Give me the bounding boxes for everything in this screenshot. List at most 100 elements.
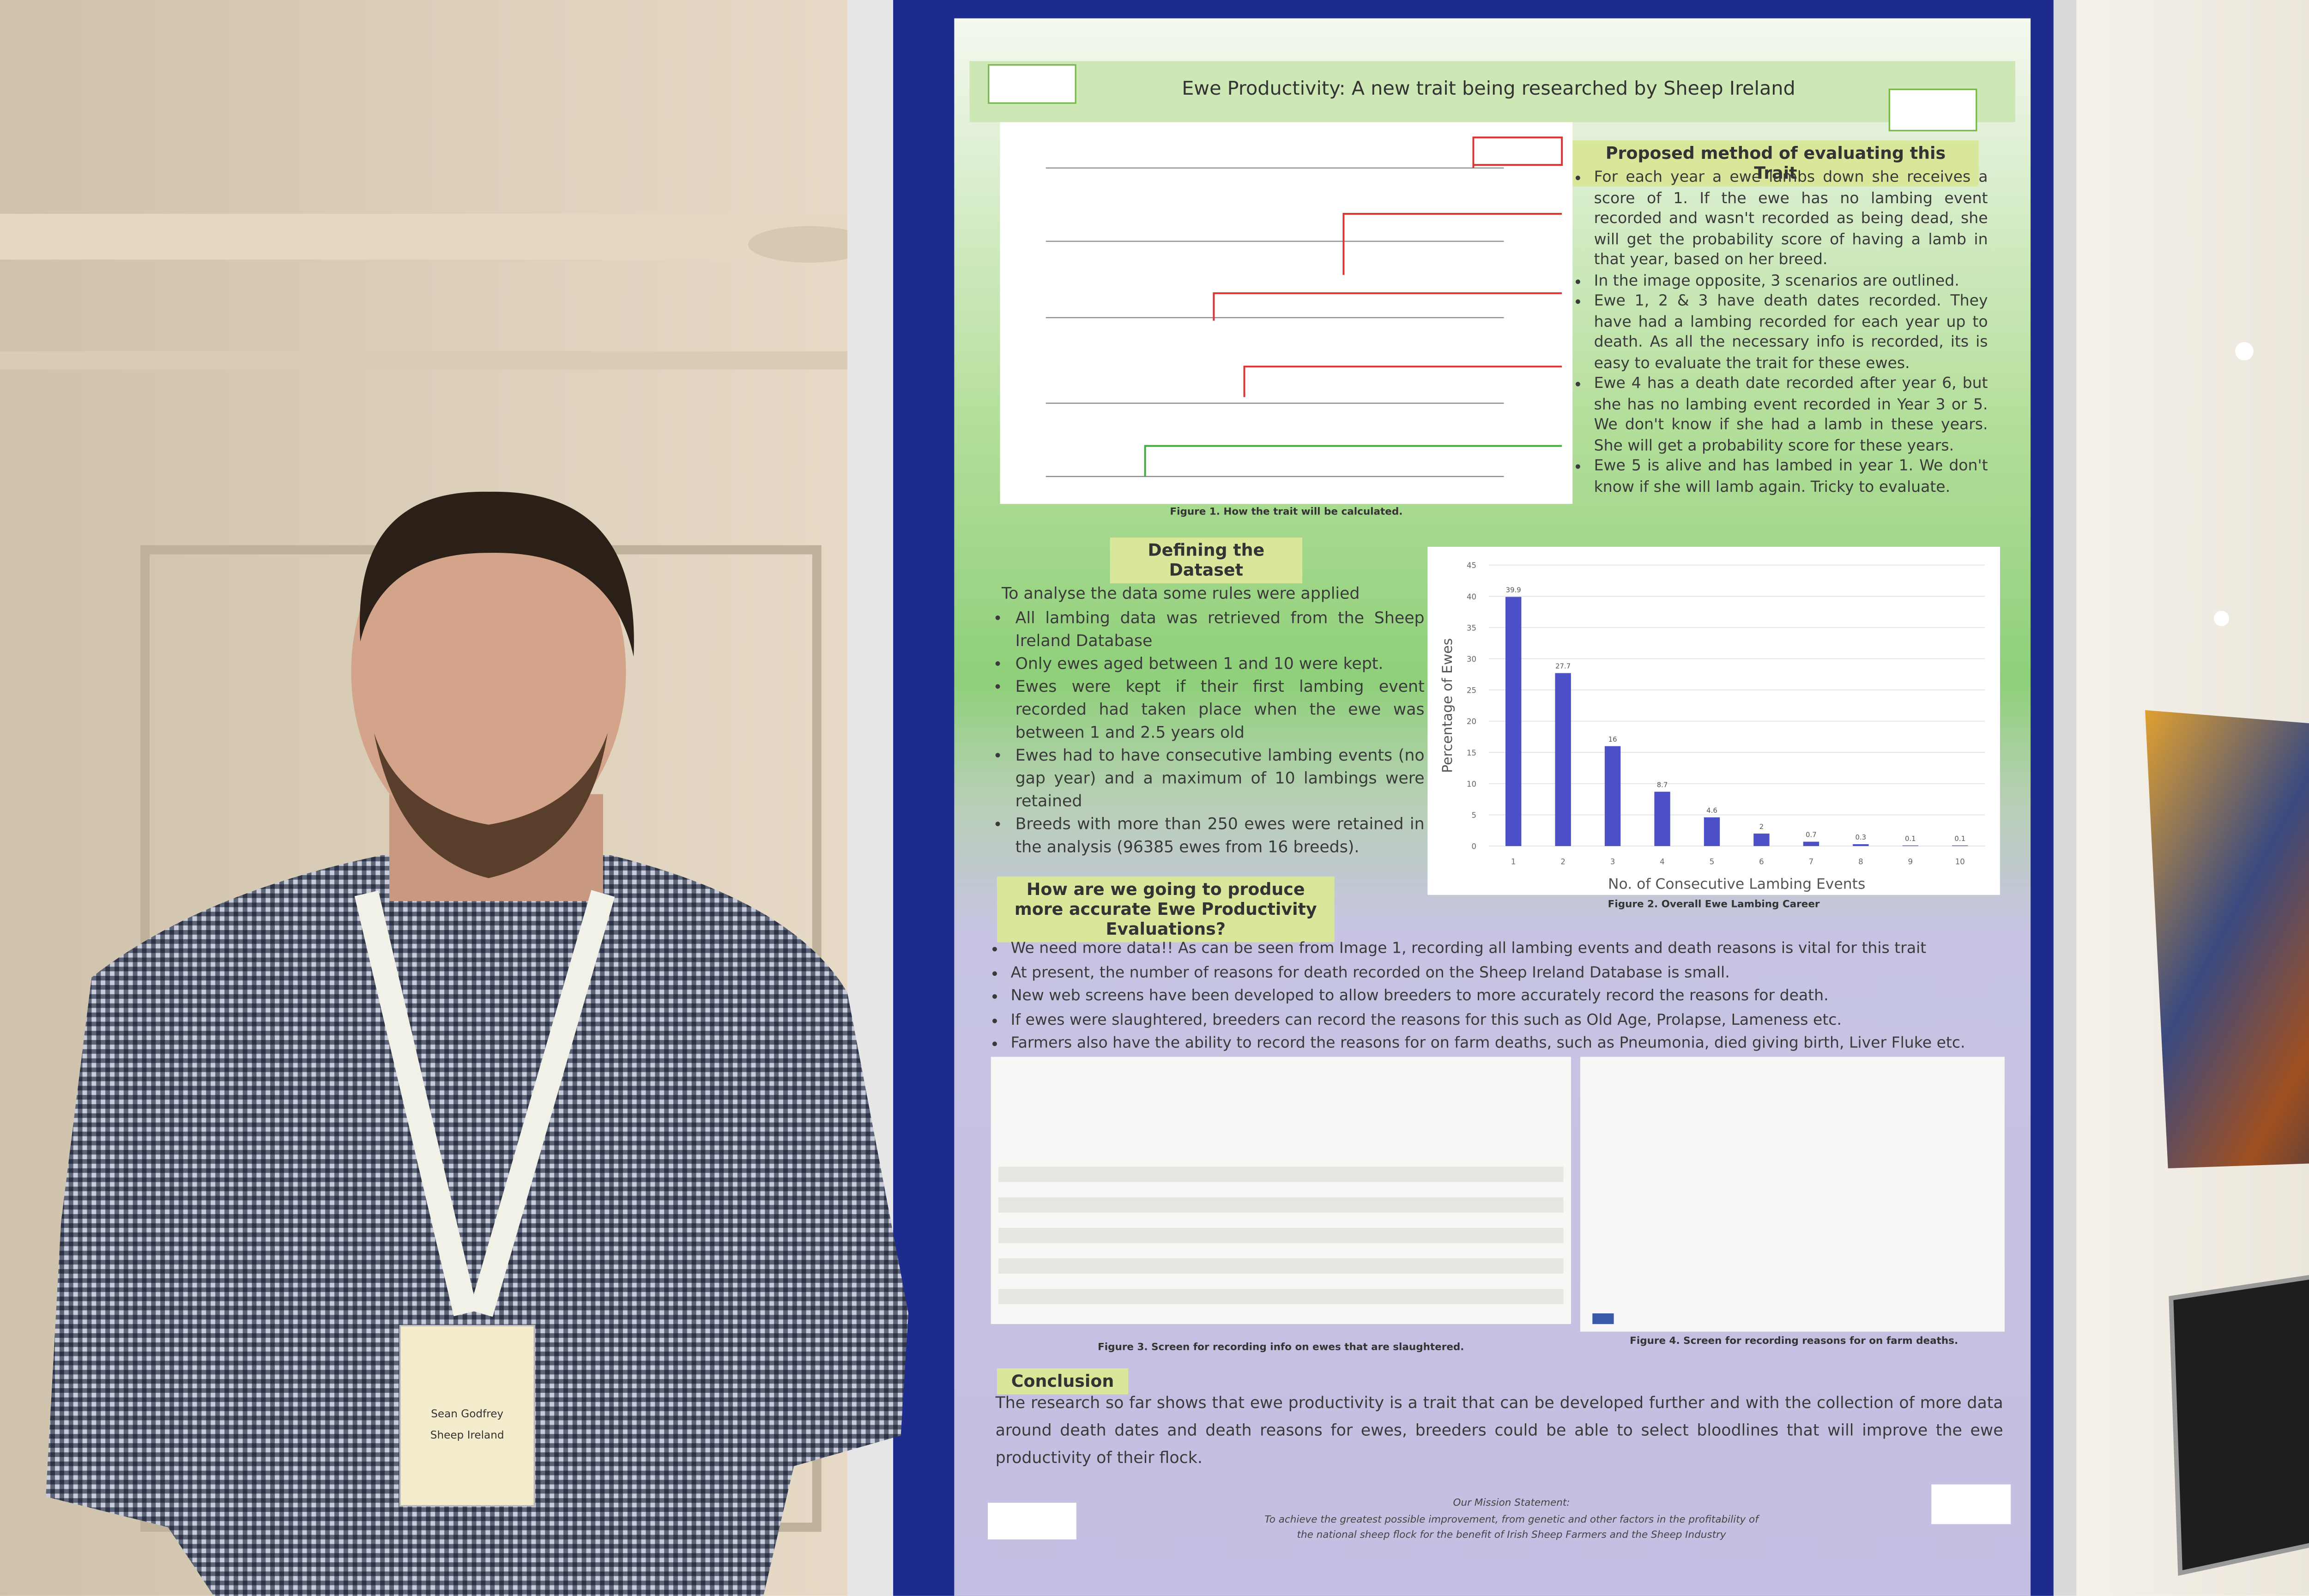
y-tick-label: 40 bbox=[1467, 592, 1476, 601]
figure-caption: Figure 4. Screen for recording reasons f… bbox=[1630, 1335, 1958, 1347]
bar bbox=[1803, 841, 1819, 846]
conclusion-text: The research so far shows that ewe produ… bbox=[995, 1394, 2003, 1468]
data-label: 0.7 bbox=[1806, 831, 1817, 839]
moulding bbox=[0, 351, 855, 370]
bullet-list: For each year a ewe lambs down she recei… bbox=[1580, 168, 1988, 498]
spotlight bbox=[2213, 611, 2229, 626]
painting bbox=[2145, 710, 2309, 1168]
bullet: Breeds with more than 250 ewes were reta… bbox=[1015, 814, 1425, 860]
x-tick-label: 3 bbox=[1610, 858, 1615, 866]
data-label: 16 bbox=[1608, 735, 1617, 744]
section-heading: Conclusion bbox=[997, 1368, 1129, 1395]
bar bbox=[1704, 817, 1720, 846]
logo bbox=[1888, 88, 1977, 132]
mission-text: To achieve the greatest possible improve… bbox=[1264, 1513, 1759, 1541]
x-tick-label: 4 bbox=[1660, 858, 1665, 866]
table-rows bbox=[998, 1167, 1564, 1305]
beard bbox=[374, 733, 608, 878]
bar bbox=[1654, 792, 1670, 846]
chart-caption: Figure 2. Overall Ewe Lambing Career bbox=[1608, 898, 1820, 910]
logo bbox=[988, 1503, 1076, 1540]
y-tick-label: 5 bbox=[1472, 811, 1477, 820]
poster: Ewe Productivity: A new trait being rese… bbox=[954, 18, 2031, 1596]
y-axis-label: Percentage of Ewes bbox=[1439, 638, 1456, 773]
bullet: Ewe 1, 2 & 3 have death dates recorded. … bbox=[1594, 292, 1988, 375]
logo bbox=[1931, 1484, 2011, 1524]
x-tick-label: 7 bbox=[1809, 858, 1814, 866]
screenshot bbox=[1580, 1057, 2005, 1332]
y-tick-label: 15 bbox=[1467, 749, 1476, 757]
bullet: New web screens have been developed to a… bbox=[1011, 985, 2034, 1009]
y-tick-label: 30 bbox=[1467, 655, 1476, 664]
x-tick-label: 2 bbox=[1560, 858, 1566, 866]
moulding bbox=[0, 213, 855, 260]
lambing-markers bbox=[1213, 136, 1563, 397]
figure-3 bbox=[991, 1057, 1571, 1324]
bar bbox=[1753, 834, 1770, 846]
bullet-list: All lambing data was retrieved from the … bbox=[1002, 608, 1425, 860]
ceiling-light bbox=[748, 226, 870, 263]
bullet: Ewe 5 is alive and has lambed in year 1.… bbox=[1594, 457, 1988, 498]
bullet: Only ewes aged between 1 and 10 were kep… bbox=[1015, 653, 1425, 677]
alive-marker bbox=[1144, 445, 1562, 477]
data-label: 0.3 bbox=[1856, 833, 1867, 841]
shirt bbox=[46, 855, 909, 1596]
section-heading: Defining the Dataset bbox=[1110, 538, 1303, 584]
x-tick-label: 8 bbox=[1858, 858, 1863, 866]
y-tick-label: 35 bbox=[1467, 623, 1476, 632]
figure-4 bbox=[1580, 1057, 2005, 1332]
bar bbox=[1604, 746, 1621, 846]
figure-caption: Figure 3. Screen for recording info on e… bbox=[1098, 1341, 1464, 1354]
section-heading: Proposed method of evaluating this Trait bbox=[1572, 140, 1979, 187]
name-badge bbox=[399, 1324, 535, 1507]
hair bbox=[360, 491, 634, 657]
button bbox=[1592, 1313, 1614, 1324]
screenshot bbox=[991, 1057, 1571, 1324]
bullet: Farmers also have the ability to record … bbox=[1011, 1033, 2034, 1056]
y-tick-label: 20 bbox=[1467, 717, 1476, 726]
badge-organisation: Sheep Ireland bbox=[430, 1429, 504, 1441]
bullet: Ewes were kept if their first lambing ev… bbox=[1015, 677, 1425, 745]
bullet: Ewes had to have consecutive lambing eve… bbox=[1015, 745, 1425, 814]
bullet: We need more data!! As can be seen from … bbox=[1011, 937, 2034, 961]
mission-heading: Our Mission Statement: bbox=[1453, 1496, 1570, 1509]
y-tick-label: 45 bbox=[1467, 561, 1476, 570]
bullet: In the image opposite, 3 scenarios are o… bbox=[1594, 271, 1988, 292]
logo bbox=[988, 64, 1076, 104]
data-label: 0.1 bbox=[1954, 834, 1965, 843]
data-label: 8.7 bbox=[1657, 781, 1668, 789]
intro-text: To analyse the data some rules were appl… bbox=[1001, 585, 1360, 604]
badge-name: Sean Godfrey bbox=[431, 1408, 503, 1420]
x-tick-label: 1 bbox=[1511, 858, 1516, 866]
title-bar bbox=[969, 61, 2016, 122]
data-label: 39.9 bbox=[1506, 586, 1521, 594]
bar bbox=[1505, 597, 1522, 846]
x-axis-label: No. of Consecutive Lambing Events bbox=[1608, 876, 1865, 893]
figure-1 bbox=[1000, 122, 1573, 504]
y-tick-label: 25 bbox=[1467, 686, 1476, 695]
x-tick-label: 5 bbox=[1710, 858, 1715, 866]
bullet-list: We need more data!! As can be seen from … bbox=[997, 937, 2034, 1056]
lanyard bbox=[354, 890, 615, 1317]
bullet: At present, the number of reasons for de… bbox=[1011, 961, 2034, 985]
bullet: All lambing data was retrieved from the … bbox=[1015, 608, 1425, 653]
fireplace bbox=[2169, 1275, 2309, 1576]
bullet: For each year a ewe lambs down she recei… bbox=[1594, 168, 1988, 271]
y-tick-label: 10 bbox=[1467, 780, 1476, 788]
section-heading: How are we going to produce more accurat… bbox=[997, 877, 1335, 943]
face bbox=[351, 496, 626, 848]
spotlight bbox=[2235, 342, 2254, 361]
x-tick-label: 10 bbox=[1955, 858, 1965, 866]
bullet: If ewes were slaughtered, breeders can r… bbox=[1011, 1009, 2034, 1032]
figure-1-background bbox=[1000, 122, 1573, 504]
figure-caption: Figure 1. How the trait will be calculat… bbox=[1170, 505, 1403, 518]
poster-title: Ewe Productivity: A new trait being rese… bbox=[1182, 76, 1795, 99]
bullet: Ewe 4 has a death date recorded after ye… bbox=[1594, 374, 1988, 457]
data-label: 0.1 bbox=[1905, 834, 1916, 843]
data-label: 27.7 bbox=[1555, 662, 1571, 671]
